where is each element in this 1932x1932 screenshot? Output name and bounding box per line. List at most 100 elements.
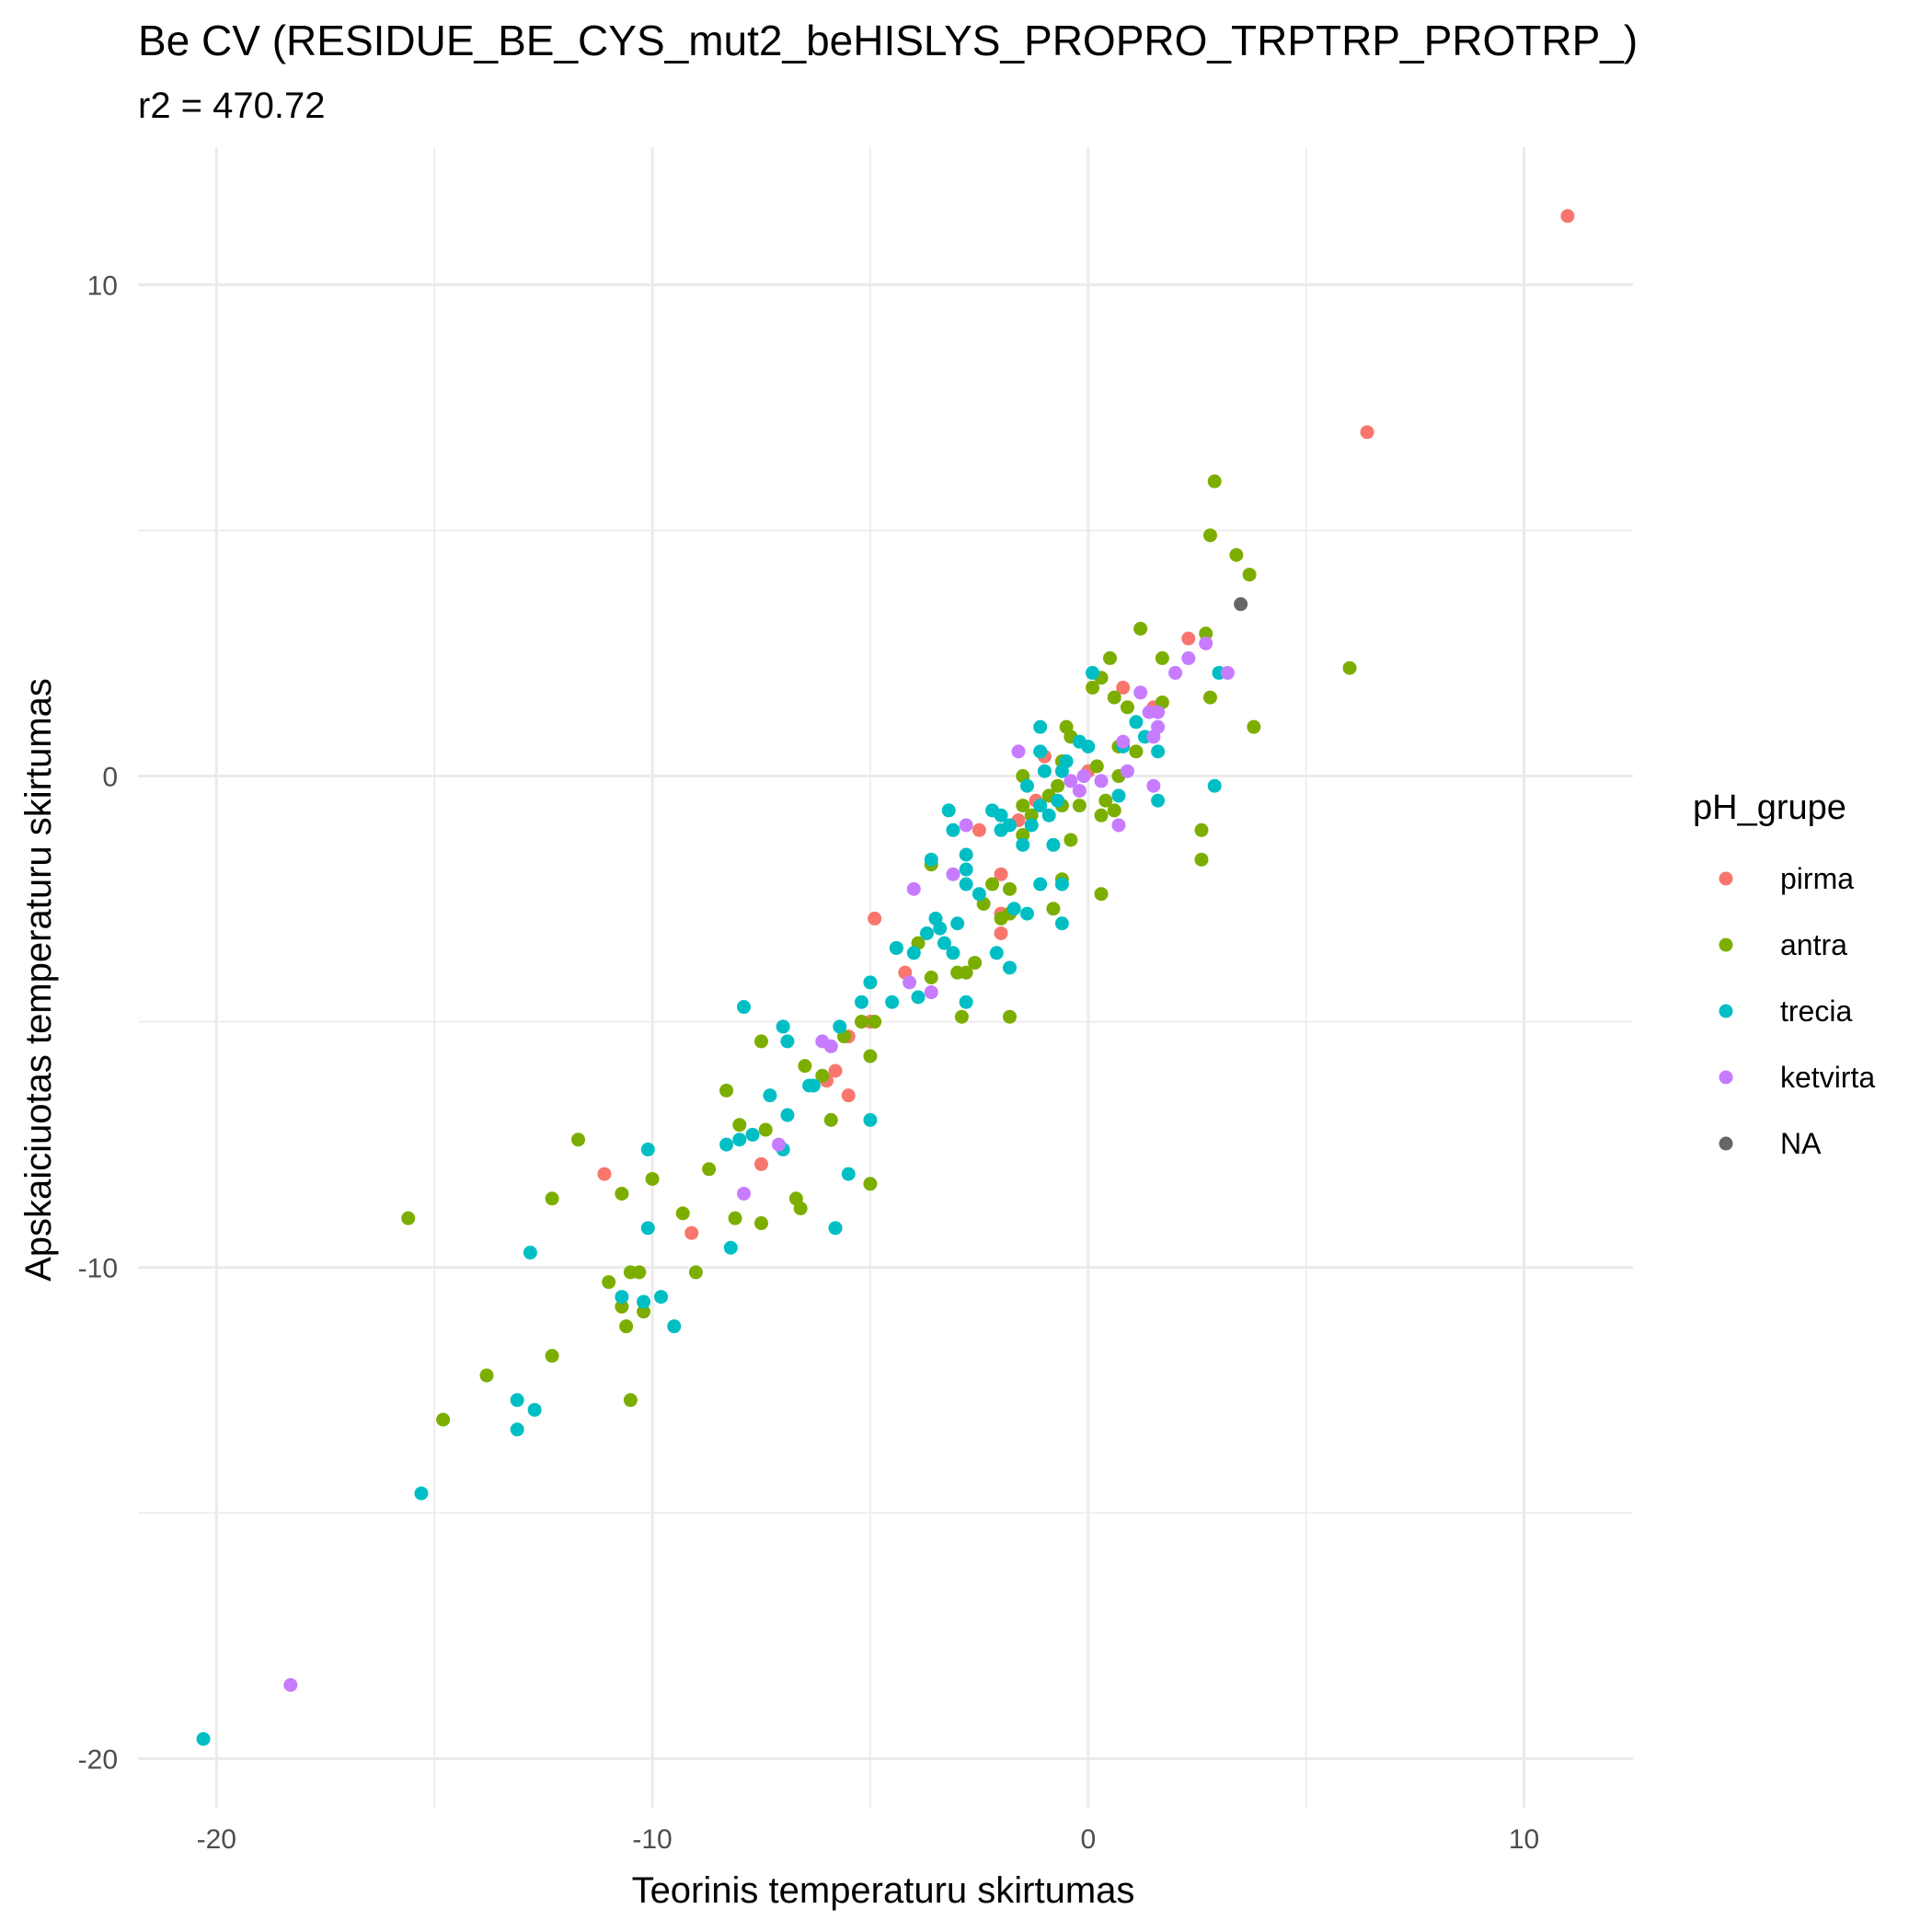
data-point <box>863 975 878 990</box>
data-point <box>863 1049 878 1064</box>
data-point <box>1220 665 1235 680</box>
data-point <box>1054 916 1069 931</box>
data-point <box>1181 650 1196 665</box>
data-point <box>1051 793 1065 808</box>
legend-key <box>1719 1004 1733 1018</box>
legend-key <box>1719 871 1733 886</box>
data-point <box>745 1127 760 1142</box>
data-point <box>1072 784 1087 799</box>
y-tick-label: -20 <box>78 1745 118 1776</box>
data-point <box>1342 661 1357 675</box>
data-point <box>994 822 1008 837</box>
data-point <box>1199 636 1213 650</box>
legend-label: NA <box>1780 1127 1822 1160</box>
legend-key <box>1719 1136 1733 1151</box>
data-point <box>776 1019 790 1034</box>
data-point <box>985 877 1000 891</box>
data-point <box>723 1240 738 1255</box>
data-point <box>645 1171 660 1186</box>
data-point <box>802 1078 817 1093</box>
data-point <box>1133 621 1148 636</box>
data-point <box>994 808 1008 822</box>
series-NA <box>1234 597 1248 612</box>
data-point <box>780 1034 795 1049</box>
series-trecia <box>196 665 1226 1746</box>
data-point <box>833 1019 847 1034</box>
data-point <box>798 1059 812 1074</box>
data-point <box>1111 818 1126 833</box>
legend-key <box>1719 1070 1733 1085</box>
data-point <box>1146 778 1161 793</box>
x-tick-label: -10 <box>632 1824 672 1855</box>
data-point <box>1102 650 1117 665</box>
data-point <box>719 1083 734 1098</box>
data-point <box>1151 705 1166 719</box>
data-point <box>283 1677 298 1692</box>
data-point <box>959 995 973 1009</box>
data-point <box>1016 799 1030 813</box>
data-point <box>823 1039 838 1053</box>
data-point <box>1155 650 1169 665</box>
data-point <box>1229 547 1244 562</box>
data-point <box>1033 877 1048 891</box>
data-point <box>1054 877 1069 891</box>
plot-points <box>196 209 1575 1746</box>
data-point <box>753 1216 768 1231</box>
data-point <box>889 940 903 955</box>
data-point <box>1199 627 1213 641</box>
data-point <box>1129 744 1144 759</box>
data-point <box>414 1486 429 1501</box>
y-tick-label: 0 <box>102 763 118 793</box>
data-point <box>637 1294 651 1309</box>
data-point <box>1116 734 1131 749</box>
legend-label: antra <box>1780 928 1847 961</box>
data-point <box>815 1068 830 1083</box>
data-point <box>436 1412 451 1427</box>
data-point <box>523 1246 537 1260</box>
data-point <box>675 1206 690 1221</box>
data-point <box>640 1142 655 1156</box>
legend-label: trecia <box>1780 995 1852 1028</box>
x-tick-label: 10 <box>1509 1824 1539 1855</box>
data-point <box>545 1191 559 1206</box>
data-point <box>758 1122 773 1137</box>
y-axis-ticks: -20 -10 0 10 <box>78 271 118 1776</box>
data-point <box>1098 793 1113 808</box>
data-point <box>1041 808 1056 822</box>
data-point <box>854 1015 868 1029</box>
data-point <box>868 911 882 926</box>
data-point <box>1037 764 1052 778</box>
data-point <box>1202 528 1217 543</box>
data-point <box>401 1211 416 1225</box>
data-point <box>1046 837 1061 852</box>
data-point <box>1168 665 1183 680</box>
data-point <box>1064 774 1078 788</box>
data-point <box>1019 906 1034 921</box>
data-point <box>994 926 1008 940</box>
data-point <box>1054 764 1069 778</box>
data-point <box>728 1211 742 1225</box>
data-point <box>1194 852 1209 867</box>
data-point <box>1094 808 1109 822</box>
data-point <box>1202 690 1217 705</box>
data-point <box>771 1137 786 1152</box>
data-point <box>1076 769 1091 784</box>
legend-title: pH_grupe <box>1693 788 1846 827</box>
data-point <box>1016 828 1030 843</box>
data-point <box>1006 902 1021 916</box>
data-point <box>632 1265 647 1280</box>
data-point <box>1247 719 1261 734</box>
data-point <box>637 1305 651 1319</box>
data-point <box>959 847 973 862</box>
data-point <box>972 887 986 902</box>
data-point <box>615 1299 629 1314</box>
data-point <box>841 1167 856 1181</box>
data-point <box>1194 822 1209 837</box>
data-point <box>863 1177 878 1191</box>
data-point <box>1089 759 1104 774</box>
series-ketvirta <box>283 636 1235 1692</box>
data-point <box>1003 881 1018 896</box>
data-point <box>732 1118 747 1133</box>
legend-entries: pirma antra trecia ketvirta NA <box>1719 862 1875 1160</box>
